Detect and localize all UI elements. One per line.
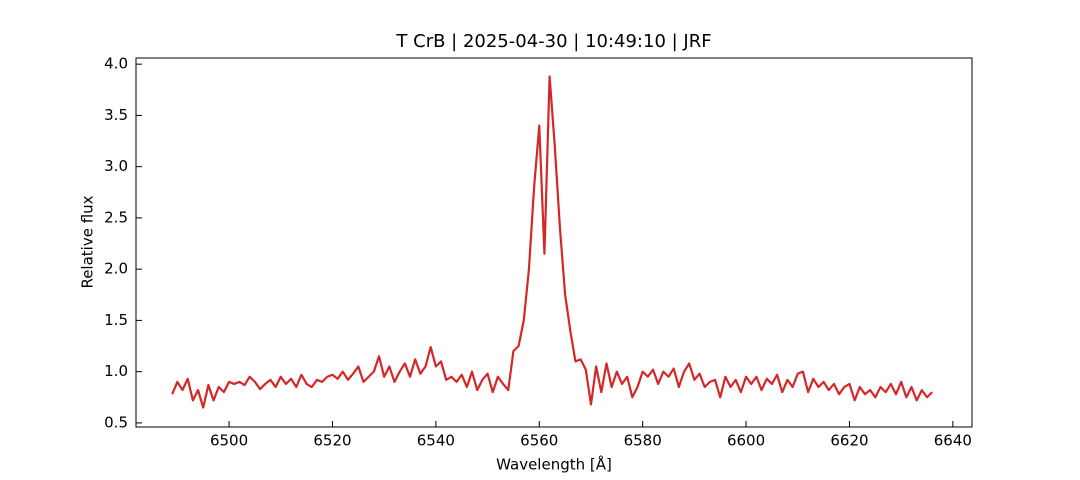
x-tick-label: 6500 <box>210 432 248 450</box>
x-tick-label: 6540 <box>417 432 455 450</box>
chart-title: T CrB | 2025-04-30 | 10:49:10 | JRF <box>395 31 711 52</box>
y-tick-label: 2.0 <box>104 260 128 278</box>
plot-frame <box>135 57 973 428</box>
x-tick-label: 6560 <box>520 432 558 450</box>
spectrum-line <box>171 75 933 409</box>
y-axis-label: Relative flux <box>79 195 97 288</box>
x-tick-label: 6620 <box>830 432 868 450</box>
x-tick-label: 6640 <box>934 432 972 450</box>
y-tick-label: 2.5 <box>104 208 128 226</box>
y-tick-label: 0.5 <box>104 413 128 431</box>
x-axis-label: Wavelength [Å] <box>496 455 612 474</box>
x-tick-label: 6580 <box>624 432 662 450</box>
x-tick-label: 6520 <box>313 432 351 450</box>
y-tick-label: 1.0 <box>104 362 128 380</box>
y-tick-label: 3.0 <box>104 157 128 175</box>
y-tick-label: 3.5 <box>104 106 128 124</box>
x-tick-label: 6600 <box>727 432 765 450</box>
y-tick-label: 1.5 <box>104 311 128 329</box>
y-tick-label: 4.0 <box>104 55 128 73</box>
